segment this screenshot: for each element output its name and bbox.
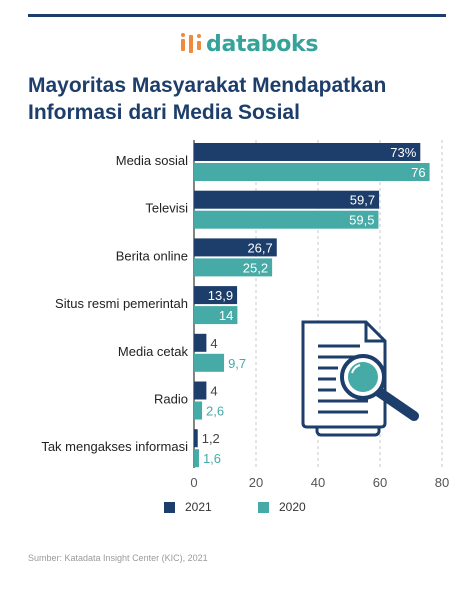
category-label-media-cetak: Media cetak <box>118 344 189 359</box>
x-tick-label-20: 20 <box>249 475 263 490</box>
legend-swatch-2020 <box>258 501 269 513</box>
bar-2020-berita-online <box>194 258 273 277</box>
legend-label-2021: 2021 <box>185 500 212 514</box>
data-label-2020-situs-resmi-pemerintah: 14 <box>219 308 233 323</box>
databoks-logo-icon <box>181 33 201 53</box>
data-label-2021-tak-mengakses-informasi: 1,2 <box>202 431 220 446</box>
bar-2020-media-sosial <box>194 163 430 181</box>
legend-swatch-2021 <box>164 501 175 513</box>
labels: 0 20 40 60 80 Media sosial 73% 76 Televisi 59,7 59… <box>41 145 449 490</box>
legend-item-2021: 2021 <box>164 500 212 514</box>
document-search-illustration <box>301 320 419 437</box>
x-tick-label-40: 40 <box>311 475 325 490</box>
data-label-2020-media-cetak: 9,7 <box>228 356 246 371</box>
category-label-situs-resmi-pemerintah: Situs resmi pemerintah <box>55 296 188 311</box>
bar-2021-televisi <box>194 190 380 209</box>
bar-2021-radio <box>194 381 207 400</box>
category-label-tak-mengakses-informasi: Tak mengakses informasi <box>41 439 188 454</box>
data-label-2021-radio: 4 <box>210 384 217 399</box>
legend-label-2020: 2020 <box>279 500 306 514</box>
databoks-logo: databoks <box>180 30 318 58</box>
data-label-2020-berita-online: 25,2 <box>243 260 268 275</box>
source-note: Sumber: Katadata Insight Center (KIC), 2… <box>28 553 208 563</box>
data-label-2020-televisi: 59,5 <box>349 213 374 228</box>
bar-2021-situs-resmi-pemerintah <box>194 286 238 305</box>
bar-2020-situs-resmi-pemerintah <box>194 306 238 325</box>
bar-2021-media-sosial <box>194 143 421 161</box>
bar-2020-media-cetak <box>194 353 225 372</box>
top-accent-bar <box>28 14 446 17</box>
x-tick-label-80: 80 <box>435 475 449 490</box>
brand-name: databoks <box>206 31 319 57</box>
category-label-televisi: Televisi <box>145 201 188 216</box>
data-label-2021-situs-resmi-pemerintah: 13,9 <box>208 288 233 303</box>
bar-2021-media-cetak <box>194 333 207 352</box>
data-label-2021-media-cetak: 4 <box>210 336 217 351</box>
bar-2021-tak-mengakses-informasi <box>194 429 198 448</box>
data-label-2020-tak-mengakses-informasi: 1,6 <box>203 451 221 466</box>
bar-2020-televisi <box>194 210 379 229</box>
data-label-2021-berita-online: 26,7 <box>247 240 272 255</box>
x-tick-label-60: 60 <box>373 475 387 490</box>
bar-2021-berita-online <box>194 238 277 257</box>
category-label-berita-online: Berita online <box>116 248 188 263</box>
data-label-2020-radio: 2,6 <box>206 404 224 419</box>
bars <box>194 143 430 468</box>
chart-title: Mayoritas Masyarakat Mendapatkan Informa… <box>28 72 448 126</box>
bar-2020-radio <box>194 401 203 420</box>
legend-item-2020: 2020 <box>258 500 306 514</box>
chart-title-line1: Mayoritas Masyarakat Mendapatkan <box>28 74 387 97</box>
x-tick-label-0: 0 <box>190 475 197 490</box>
data-label-2021-media-sosial: 73% <box>390 145 416 160</box>
data-label-2021-televisi: 59,7 <box>350 193 375 208</box>
category-label-radio: Radio <box>154 392 188 407</box>
bar-2020-tak-mengakses-informasi <box>194 449 199 468</box>
category-label-media-sosial: Media sosial <box>116 153 188 168</box>
chart-title-line2: Informasi dari Media Sosial <box>28 101 300 124</box>
data-label-2020-media-sosial: 76 <box>411 165 425 180</box>
